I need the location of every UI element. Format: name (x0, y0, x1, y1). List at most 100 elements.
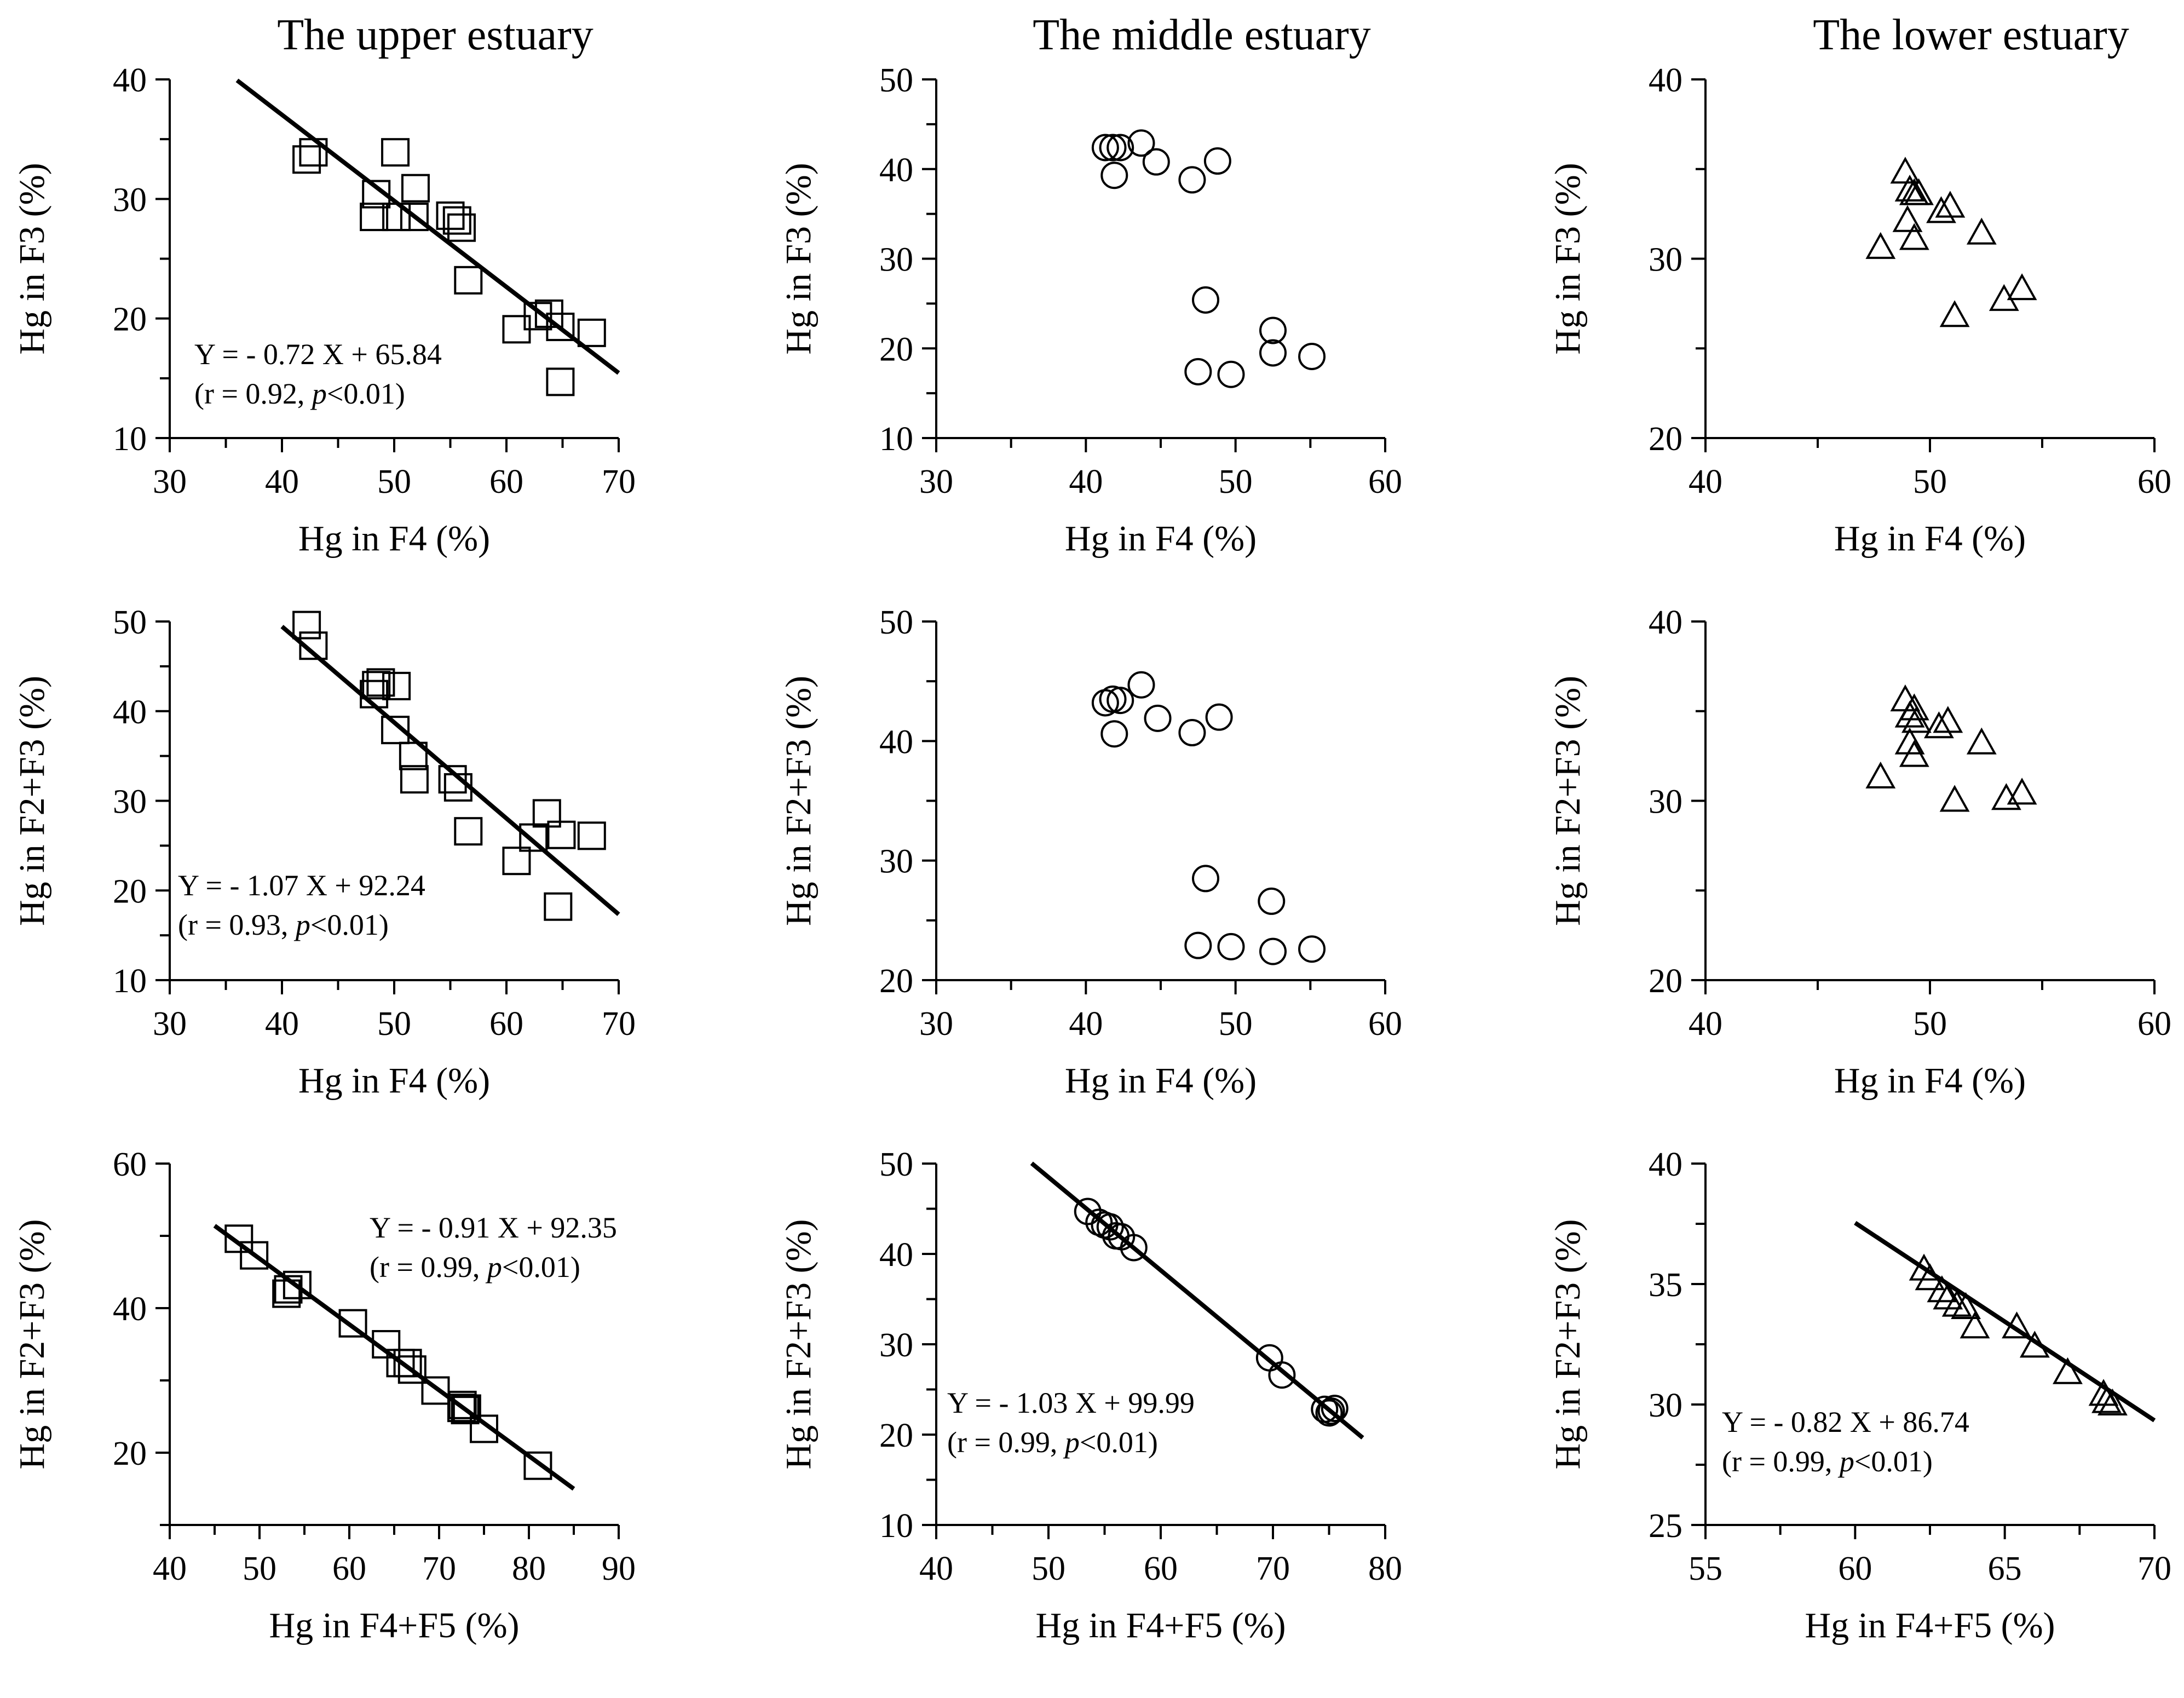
data-point-square (362, 671, 391, 700)
data-point-circle (1107, 687, 1134, 715)
data-point-circle (1315, 1399, 1343, 1427)
data-point-square (547, 820, 576, 849)
data-point-square (523, 302, 552, 331)
data-point-square (399, 741, 428, 770)
data-point-square (400, 203, 429, 232)
data-point-triangle (2007, 778, 2037, 805)
panel-title: The upper estuary (277, 11, 593, 59)
regression-line (1030, 1161, 1364, 1440)
x-axis-label: Hg in F4 (%) (298, 1061, 490, 1101)
data-point-triangle (1966, 727, 1997, 755)
x-tick-label: 80 (512, 1550, 546, 1587)
regression-equation: Y = - 0.72 X + 65.84 (194, 338, 442, 371)
y-tick-label: 40 (113, 694, 147, 731)
data-point-triangle (1923, 711, 1954, 739)
data-point-circle (1321, 1395, 1349, 1423)
y-tick-label: 50 (879, 604, 913, 641)
x-tick-label: 60 (332, 1550, 366, 1587)
data-point-circle (1127, 671, 1155, 699)
y-tick-label: 40 (1649, 62, 1682, 99)
data-point-triangle (1865, 761, 1896, 788)
x-tick-label: 40 (265, 463, 299, 500)
x-tick-label: 60 (1368, 463, 1402, 500)
stats-p-symbol: p (1837, 1445, 1854, 1478)
y-tick-label: 40 (879, 723, 913, 761)
x-tick-label: 50 (1219, 1005, 1253, 1043)
regression-equation: Y = - 1.07 X + 92.24 (178, 869, 425, 902)
data-point-square (362, 180, 391, 209)
regression-stats: (r = 0.99, p<0.01) (1722, 1445, 1933, 1478)
data-point-square (397, 1355, 427, 1384)
data-point-circle (1074, 1198, 1102, 1225)
stats-p-value: <0.01) (310, 908, 389, 941)
data-point-triangle (1939, 300, 1970, 327)
data-point-circle (1100, 720, 1128, 748)
x-tick-label: 70 (1256, 1550, 1290, 1587)
data-point-square (438, 765, 467, 794)
data-point-triangle (1966, 217, 1997, 245)
data-point-square (421, 1376, 450, 1405)
regression-stats: (r = 0.99, p<0.01) (947, 1426, 1158, 1459)
x-axis-label: Hg in F4 (%) (1065, 519, 1257, 559)
stats-r-value: (r = 0.92, (194, 377, 312, 410)
data-point-square (292, 145, 321, 174)
data-point-triangle (1927, 1275, 1957, 1303)
data-point-square (401, 174, 430, 203)
scatter-panel-lower-row2: 40 50 60 20 30 40 Hg in F4 (%) Hg in F2+F3 (%) (1548, 604, 2171, 1101)
data-point-circle (1142, 148, 1170, 176)
data-point-circle (1184, 358, 1212, 385)
y-tick-label: 30 (1649, 784, 1682, 821)
x-tick-label: 40 (1689, 463, 1722, 500)
data-point-square (532, 799, 561, 828)
data-point-square (240, 1241, 269, 1270)
data-point-triangle (2007, 273, 2037, 301)
data-point-square (544, 892, 573, 921)
x-tick-label: 80 (1368, 1550, 1402, 1587)
data-point-circle (1258, 887, 1286, 915)
data-point-circle (1259, 937, 1287, 965)
data-point-triangle (1901, 706, 1932, 733)
x-tick-label: 30 (919, 1005, 953, 1043)
data-point-square (299, 138, 328, 167)
data-point-circle (1205, 703, 1233, 731)
data-point-circle (1178, 166, 1206, 194)
data-point-square (452, 1394, 481, 1423)
data-point-circle (1298, 935, 1326, 963)
data-point-square (451, 1396, 480, 1425)
regression-stats: (r = 0.99, p<0.01) (370, 1251, 580, 1283)
scatter-panel-lower-row1: 40 50 60 20 30 40 Hg in F4 (%) Hg in F3 (%) The … (1548, 11, 2171, 559)
data-point-triangle (2091, 1386, 2122, 1413)
data-point-square (338, 1309, 367, 1338)
data-point-triangle (1951, 1292, 1981, 1319)
y-tick-label: 40 (1649, 604, 1682, 641)
y-tick-label: 20 (879, 963, 913, 1000)
y-tick-label: 30 (113, 181, 147, 218)
data-point-square (577, 318, 606, 347)
stats-p-symbol: p (310, 377, 327, 410)
data-point-square (577, 821, 606, 850)
y-tick-label: 20 (879, 331, 913, 368)
stats-p-value: <0.01) (1080, 1426, 1158, 1459)
data-point-triangle (1941, 1290, 1972, 1317)
y-tick-label: 40 (879, 152, 913, 189)
data-point-triangle (2097, 1388, 2128, 1415)
data-point-triangle (1890, 157, 1921, 184)
data-point-square (382, 671, 411, 700)
data-point-triangle (1894, 727, 1925, 755)
data-point-triangle (1991, 783, 2021, 810)
y-tick-label: 20 (1649, 421, 1682, 458)
data-point-square (454, 817, 483, 846)
panel-title: The middle estuary (1033, 11, 1371, 59)
y-tick-label: 10 (113, 963, 147, 1000)
x-tick-label: 30 (153, 463, 187, 500)
y-tick-label: 20 (113, 873, 147, 910)
x-tick-label: 60 (2137, 1005, 2171, 1043)
y-tick-label: 30 (113, 784, 147, 821)
y-tick-label: 30 (879, 1327, 913, 1364)
x-tick-label: 50 (1913, 463, 1947, 500)
data-point-square (546, 367, 575, 396)
scatter-panel-middle-row3: 40 50 60 70 80 10 20 30 40 50 Hg in F4+F5 (%) Hg in… (779, 1146, 1402, 1645)
data-point-circle (1259, 316, 1287, 344)
x-tick-label: 50 (243, 1550, 276, 1587)
regression-stats: (r = 0.92, p<0.01) (194, 377, 405, 410)
